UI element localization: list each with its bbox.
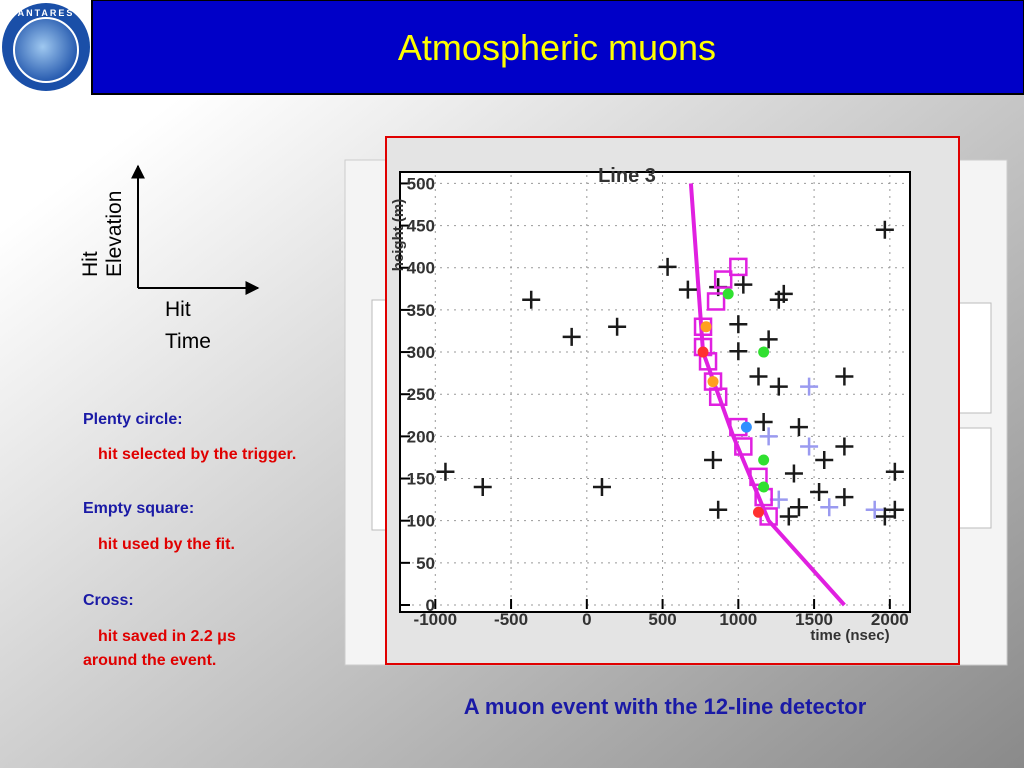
cross-hit [436, 462, 455, 481]
y-tick-label: 0 [426, 596, 435, 615]
y-tick-label: 250 [407, 385, 435, 404]
legend: Plenty circle: hit selected by the trigg… [83, 411, 296, 669]
cross-hit [820, 498, 839, 517]
cross-hit [769, 377, 788, 396]
logo-globe [13, 17, 79, 83]
fit-hit [706, 292, 726, 311]
y-tick-label: 150 [407, 470, 435, 489]
trigger-hit [752, 506, 764, 518]
x-tick-label: -1000 [414, 610, 457, 629]
trigger-hit [740, 421, 752, 433]
cross-hit [875, 507, 894, 526]
x-tick-label: -500 [494, 610, 528, 629]
x-tick-label: 1500 [795, 610, 833, 629]
cross-hit [473, 477, 492, 496]
cross-hit [759, 427, 778, 446]
cross-hit [865, 500, 884, 519]
background-panel [956, 302, 992, 414]
y-tick-label: 350 [407, 301, 435, 320]
cross-hit [784, 464, 803, 483]
cross-hit [749, 367, 768, 386]
cross-hit [522, 290, 541, 309]
x-axis-label: time (nsec) [810, 627, 889, 644]
y-tick-label: 100 [407, 512, 435, 531]
chart-title: Line 3 [598, 165, 656, 187]
cross-hit [704, 450, 723, 469]
fit-hit [734, 437, 753, 456]
legend-text: hit selected by the trigger. [98, 446, 296, 463]
cross-hit [759, 330, 778, 349]
cross-hit [835, 367, 854, 386]
cross-hit [789, 418, 808, 437]
cross-hit [754, 413, 773, 432]
y-axis-label: height (m) [390, 199, 407, 272]
cross-hit [734, 275, 753, 294]
cross-hit [885, 462, 904, 481]
cross-hit [875, 220, 894, 239]
cross-hit [729, 342, 748, 361]
trigger-hit [758, 346, 770, 358]
cross-hit [592, 477, 611, 496]
trigger-hit [758, 454, 770, 466]
cross-hit [815, 450, 834, 469]
background-panel [956, 427, 992, 529]
x-tick-label: 1000 [719, 610, 757, 629]
logo-text: ANTARES [18, 8, 75, 18]
cross-hit [658, 257, 677, 276]
y-tick-label: 400 [407, 259, 435, 278]
fit-line [688, 183, 846, 607]
trigger-hit [700, 321, 712, 333]
cross-hit [769, 290, 788, 309]
sketch-x-label-line: Hit [165, 298, 191, 321]
legend-text: around the event. [83, 652, 216, 669]
y-tick-label: 450 [407, 217, 435, 236]
cross-hit [779, 507, 798, 526]
legend-heading: Cross: [83, 592, 134, 609]
sketch-y-label-line: Elevation [103, 191, 126, 277]
sketch-y-label: Hit Elevation [79, 191, 126, 277]
y-tick-label: 50 [416, 554, 435, 573]
x-tick-label: 500 [648, 610, 676, 629]
x-tick-label: 2000 [871, 610, 909, 629]
caption: A muon event with the 12-line detector [464, 694, 867, 719]
fit-hit [708, 387, 728, 406]
legend-heading: Plenty circle: [83, 411, 183, 428]
cross-hit [678, 280, 697, 299]
trigger-hit [697, 346, 709, 358]
y-tick-label: 300 [407, 343, 435, 362]
sketch-y-label-line: Hit [79, 251, 102, 277]
y-tick-label: 200 [407, 427, 435, 446]
cross-hit [709, 500, 728, 519]
fit-hit [713, 270, 733, 289]
cross-hit [810, 483, 829, 502]
cross-hit [835, 437, 854, 456]
cross-hit [835, 488, 854, 507]
cross-hit [885, 500, 904, 519]
cross-hit [729, 315, 748, 334]
trigger-hit [707, 376, 719, 388]
trigger-hit [722, 288, 734, 300]
fit-hit [729, 257, 748, 277]
plot-area [399, 171, 911, 613]
trigger-hit [758, 481, 770, 493]
cross-hit [800, 377, 819, 396]
header-bar [91, 0, 1024, 95]
cross-hit [562, 327, 581, 346]
legend-text: hit saved in 2.2 μs [98, 628, 236, 645]
cross-hit [789, 498, 808, 517]
cross-hit [608, 317, 627, 336]
legend-text: hit used by the fit. [98, 536, 235, 553]
cross-hit [800, 437, 819, 456]
slide-title: Atmospheric muons [398, 27, 716, 68]
x-tick-label: 0 [582, 610, 591, 629]
legend-heading: Empty square: [83, 500, 194, 517]
sketch-x-label-line: Time [165, 330, 211, 353]
y-tick-label: 500 [407, 174, 435, 193]
fit-hit [749, 467, 768, 487]
